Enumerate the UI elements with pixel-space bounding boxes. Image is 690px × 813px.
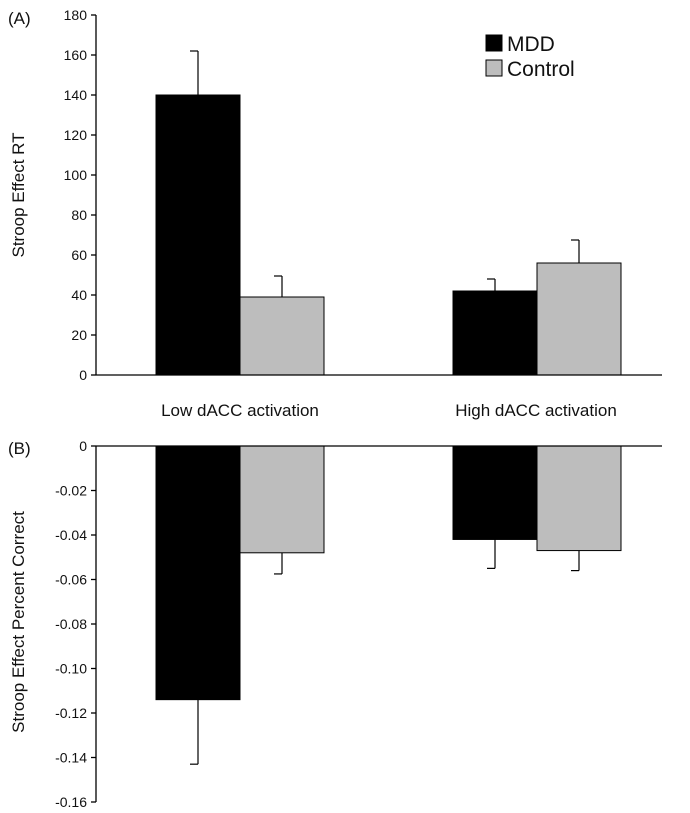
panel-b-y-tick-label: -0.10 [55, 661, 87, 677]
panel-a-y-tick-label: 120 [64, 127, 88, 143]
legend-label-mdd: MDD [507, 33, 555, 56]
panel-b-y-tick-label: 0 [79, 438, 87, 454]
panel-b-y-tick-label: -0.16 [55, 794, 87, 810]
panel-a-label: (A) [8, 9, 31, 28]
panel-a-y-tick-label: 140 [64, 87, 88, 103]
panel-a-legend: MDD Control [485, 33, 575, 81]
panel-a-y-tick-label: 160 [64, 47, 88, 63]
panel-b-y-axis: 0 -0.02 -0.04 -0.06 -0.08 -0.10 -0.12 -0.14 -0.1… [55, 438, 96, 810]
panel-b-y-tick-label: -0.02 [55, 483, 87, 499]
category-label-high: High dACC activation [455, 401, 617, 420]
panel-b-ylabel: Stroop Effect Percent Correct [9, 511, 28, 733]
panel-a-bars [155, 50, 622, 376]
category-label-low: Low dACC activation [161, 401, 319, 420]
panel-a-ylabel: Stroop Effect RT [9, 132, 28, 257]
panel-b-bar-control-low [239, 445, 325, 554]
panel-a-bar-control-high [536, 262, 622, 376]
panel-a-y-tick-label: 0 [79, 367, 87, 383]
panel-b-y-tick-label: -0.08 [55, 616, 87, 632]
panel-a-bar-mdd-high [452, 290, 538, 376]
panel-b-bars [155, 445, 622, 765]
panel-a-y-axis: 0 20 40 60 80 100 120 140 160 180 [64, 7, 96, 383]
panel-b-label: (B) [8, 439, 31, 458]
panel-b-y-tick-label: -0.04 [55, 527, 87, 543]
panel-b-y-tick-label: -0.14 [55, 750, 87, 766]
panel-a: (A) Stroop Effect RT 0 20 40 60 80 100 120 140 1… [8, 7, 662, 420]
panel-a-y-tick-label: 80 [71, 207, 87, 223]
panel-b: (B) Stroop Effect Percent Correct 0 -0.02… [8, 438, 662, 810]
panel-b-bar-mdd-high [452, 445, 538, 540]
panel-b-y-tick-label: -0.06 [55, 572, 87, 588]
panel-a-y-tick-label: 100 [64, 167, 88, 183]
panel-b-bar-mdd-low [155, 445, 241, 701]
legend-swatch-control [485, 59, 503, 77]
panel-a-y-tick-label: 20 [71, 327, 87, 343]
panel-a-y-tick-label: 40 [71, 287, 87, 303]
panel-b-bar-control-high [536, 445, 622, 552]
panel-a-bar-control-low [239, 296, 325, 376]
panel-a-bar-mdd-low [155, 94, 241, 376]
panel-a-y-tick-label: 60 [71, 247, 87, 263]
legend-swatch-mdd [485, 34, 503, 52]
legend-label-control: Control [507, 58, 575, 81]
panel-b-y-tick-label: -0.12 [55, 705, 87, 721]
panel-a-y-tick-label: 180 [64, 7, 88, 23]
